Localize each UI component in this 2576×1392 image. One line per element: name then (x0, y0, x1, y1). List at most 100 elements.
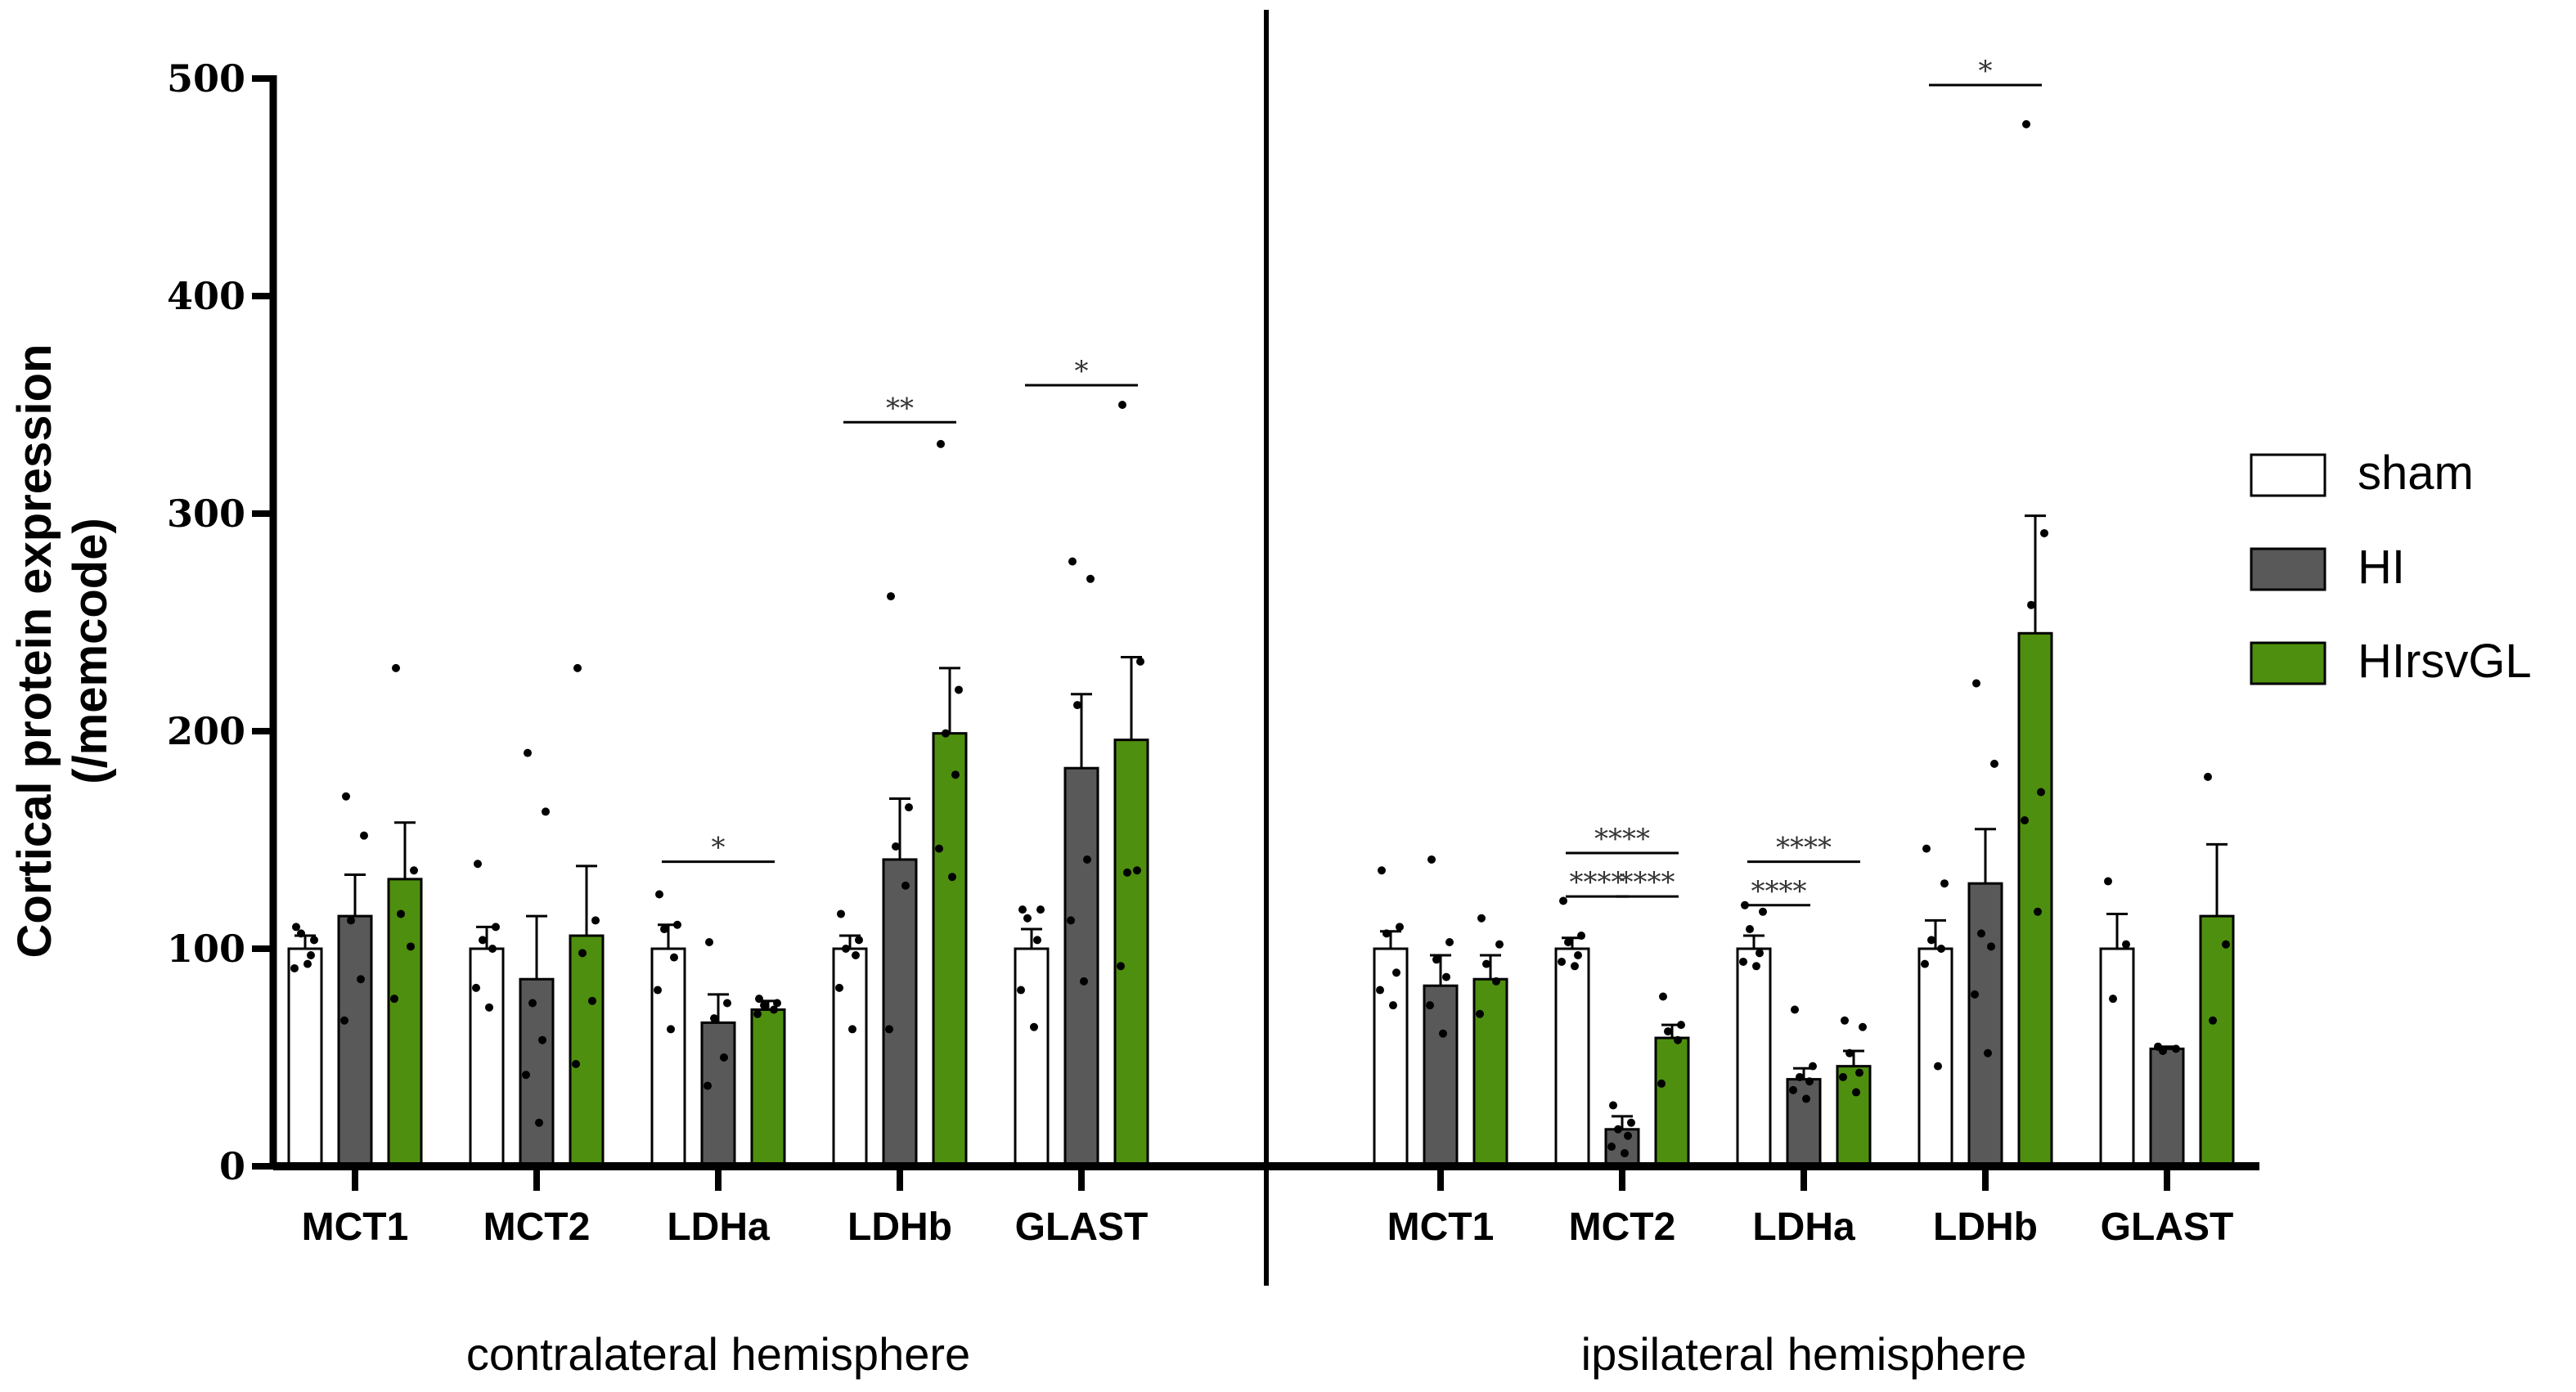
data-point (1476, 1009, 1484, 1018)
data-point (1427, 855, 1436, 864)
data-point (1392, 968, 1400, 977)
data-point (842, 945, 850, 953)
data-point (723, 999, 731, 1008)
data-point (1805, 1077, 1814, 1086)
data-point (1559, 896, 1567, 905)
data-point (837, 909, 845, 918)
bar-HIrsvGL (569, 934, 605, 1168)
legend-swatch-sham (2250, 453, 2326, 497)
data-point (892, 842, 900, 851)
bar-HIrsvGL (1654, 1036, 1690, 1168)
data-point (1789, 1085, 1797, 1094)
data-point (942, 729, 950, 738)
bar-HIrsvGL (1113, 739, 1149, 1168)
data-point (1971, 990, 1979, 999)
data-point (2037, 788, 2045, 797)
significance-label: **** (1594, 823, 1650, 855)
category-label: LDHb (1933, 1206, 2038, 1249)
data-point (1376, 986, 1384, 995)
data-point (948, 873, 956, 882)
bar-sham (2099, 947, 2135, 1168)
data-point (340, 1016, 348, 1025)
data-point (492, 923, 500, 932)
data-point (1558, 957, 1566, 966)
data-point (591, 916, 600, 925)
data-point (1937, 945, 1945, 953)
data-point (905, 803, 913, 812)
significance-label: * (1979, 55, 1993, 88)
data-point (1677, 1021, 1685, 1030)
bar-HI (1967, 882, 2003, 1168)
bar-HIrsvGL (1836, 1065, 1872, 1168)
data-point (773, 999, 781, 1008)
data-point (1759, 907, 1767, 916)
data-point (1607, 1143, 1616, 1152)
data-point (307, 950, 315, 959)
data-point (2204, 772, 2212, 781)
data-point (1621, 1149, 1629, 1158)
data-point (1117, 962, 1125, 971)
bar-HIrsvGL (1472, 977, 1508, 1168)
labels-layer: 0 100 200 300 400 500 Cortical protein express… (8, 56, 2233, 1380)
data-point (297, 929, 305, 938)
data-point (303, 959, 312, 968)
data-point (1609, 1101, 1617, 1110)
data-point (720, 1053, 728, 1062)
data-point (1396, 923, 1404, 932)
data-point (660, 925, 668, 934)
data-point (1984, 1048, 1992, 1057)
bar-HI (1063, 766, 1099, 1168)
data-point (1577, 932, 1585, 941)
data-point (1987, 942, 1995, 951)
bar-sham (287, 947, 323, 1168)
bar-sham (469, 947, 505, 1168)
data-point (2022, 119, 2030, 128)
data-point (1972, 679, 1980, 688)
data-point (1855, 1068, 1863, 1077)
axes-layer (252, 10, 2259, 1286)
data-point (292, 923, 300, 932)
data-point (1389, 1001, 1397, 1010)
data-point (1752, 962, 1760, 971)
bar-HIrsvGL (2017, 631, 2053, 1168)
category-label: MCT2 (1569, 1206, 1676, 1249)
data-point (1018, 905, 1027, 914)
data-point (1977, 929, 1985, 938)
legend-swatch-HIrsvGL (2250, 641, 2326, 685)
data-point (1442, 972, 1450, 981)
data-point (1802, 1094, 1810, 1103)
panel-label: ipsilateral hemisphere (1581, 1328, 2027, 1380)
bar-HI (337, 914, 373, 1168)
data-point (1382, 929, 1391, 938)
data-point (1839, 1072, 1847, 1081)
data-point (951, 770, 960, 779)
bar-HI (700, 1021, 736, 1168)
data-point (2104, 877, 2112, 886)
bars-layer (287, 514, 2235, 1168)
data-point (848, 1025, 856, 1034)
data-point (705, 938, 713, 947)
legend: sham HI HIrsvGL (2250, 447, 2532, 688)
data-point (2109, 995, 2117, 1004)
data-point (1067, 916, 1075, 925)
data-point (2021, 816, 2029, 825)
data-point (2172, 1044, 2180, 1053)
data-point (485, 1003, 493, 1012)
data-point (673, 920, 681, 929)
data-point (1495, 940, 1504, 949)
data-point (310, 936, 318, 945)
legend-swatch-HI (2250, 547, 2326, 591)
data-point (472, 983, 480, 992)
data-point (655, 890, 663, 899)
points-layer (290, 119, 2230, 1158)
y-axis-label-units: (/memcode) (64, 518, 117, 784)
data-point (755, 995, 763, 1004)
data-point (1445, 938, 1454, 947)
data-point (1791, 1005, 1799, 1014)
data-point (390, 995, 398, 1004)
data-point (410, 866, 418, 875)
data-point (1852, 1088, 1860, 1097)
data-point (588, 996, 596, 1005)
bar-HI (882, 858, 918, 1168)
